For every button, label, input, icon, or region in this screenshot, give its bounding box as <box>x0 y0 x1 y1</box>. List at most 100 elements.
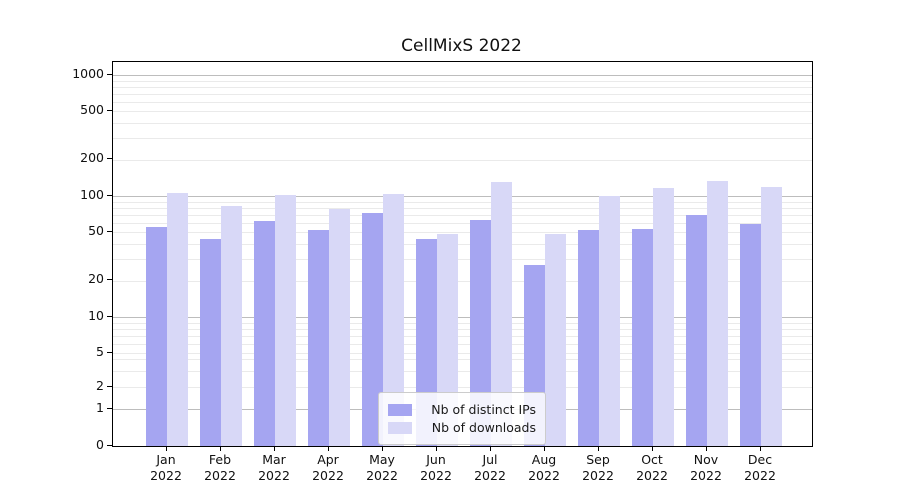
y-tick-mark <box>107 315 112 317</box>
x-tick-mark <box>597 446 599 451</box>
minor-gridline <box>113 387 812 388</box>
minor-gridline <box>113 80 812 82</box>
bar-distinct-ips-mar <box>254 221 275 446</box>
bar-distinct-ips-feb <box>200 239 221 446</box>
bar-downloads-aug <box>545 233 566 446</box>
bar-downloads-nov <box>707 181 728 446</box>
minor-gridline <box>113 138 812 140</box>
y-tick-label: 100 <box>80 186 104 202</box>
bar-downloads-may <box>383 194 404 446</box>
y-tick-mark <box>107 351 112 354</box>
y-tick-label: 1 <box>96 399 104 415</box>
minor-gridline <box>113 93 812 95</box>
bar-distinct-ips-dec <box>740 223 761 446</box>
legend-swatch-downloads <box>388 421 412 434</box>
x-tick-mark <box>705 446 707 451</box>
major-gridline <box>113 75 812 76</box>
minor-gridline <box>113 322 812 324</box>
x-tick-label-oct: Oct 2022 <box>636 452 668 483</box>
x-tick-label-dec: Dec 2022 <box>744 452 776 483</box>
legend: Nb of distinct IPs Nb of downloads <box>378 392 546 445</box>
x-tick-label-apr: Apr 2022 <box>312 452 344 483</box>
minor-gridline <box>113 343 812 345</box>
x-tick-mark <box>435 446 437 451</box>
y-tick-label: 2 <box>96 377 104 393</box>
major-gridline <box>113 196 812 197</box>
x-tick-label-jun: Jun 2022 <box>420 452 452 483</box>
legend-label: Nb of downloads <box>431 420 536 435</box>
x-tick-label-feb: Feb 2022 <box>204 452 236 483</box>
x-tick-label-jul: Jul 2022 <box>474 452 506 483</box>
x-tick-label-jan: Jan 2022 <box>150 452 182 483</box>
minor-gridline <box>113 222 812 224</box>
y-tick-mark <box>107 73 112 75</box>
y-tick-label: 0 <box>96 436 104 452</box>
bar-downloads-apr <box>329 209 350 446</box>
y-tick-label: 20 <box>88 271 104 287</box>
x-tick-label-mar: Mar 2022 <box>258 452 290 483</box>
major-gridline <box>113 317 812 318</box>
bar-distinct-ips-nov <box>686 214 707 446</box>
y-tick-mark <box>107 109 112 112</box>
minor-gridline <box>113 201 812 203</box>
x-tick-mark <box>219 446 221 451</box>
y-tick-label: 500 <box>80 101 104 117</box>
y-tick-label: 10 <box>88 307 104 323</box>
bar-downloads-feb <box>221 206 242 446</box>
bar-distinct-ips-apr <box>308 230 329 446</box>
x-tick-label-aug: Aug 2022 <box>528 452 560 483</box>
x-tick-label-nov: Nov 2022 <box>690 452 722 483</box>
minor-gridline <box>113 328 812 330</box>
chart-title: CellMixS 2022 <box>401 36 522 56</box>
minor-gridline <box>113 159 812 161</box>
bar-distinct-ips-sep <box>578 230 599 446</box>
legend-swatch-distinct-ips <box>388 403 412 416</box>
y-tick-mark <box>107 158 112 160</box>
legend-item-distinct-ips: Nb of distinct IPs <box>388 401 536 418</box>
bar-downloads-jan <box>167 193 188 446</box>
x-tick-mark <box>273 446 275 451</box>
minor-gridline <box>113 232 812 234</box>
x-tick-mark <box>489 446 491 451</box>
x-tick-label-may: May 2022 <box>366 452 398 483</box>
minor-gridline <box>113 207 812 209</box>
bar-downloads-dec <box>761 187 782 446</box>
minor-gridline <box>113 359 812 361</box>
minor-gridline <box>113 123 812 125</box>
bar-downloads-oct <box>653 187 674 446</box>
x-tick-label-sep: Sep 2022 <box>582 452 614 483</box>
bar-downloads-sep <box>599 195 620 446</box>
minor-gridline <box>113 214 812 216</box>
minor-gridline <box>113 86 812 88</box>
minor-gridline <box>113 244 812 246</box>
legend-item-downloads: Nb of downloads <box>388 419 536 436</box>
bar-downloads-jul <box>491 181 512 446</box>
bar-downloads-mar <box>275 195 296 446</box>
y-tick-mark <box>107 444 112 446</box>
x-tick-mark <box>759 446 761 451</box>
minor-gridline <box>113 101 812 103</box>
y-tick-mark <box>107 279 112 281</box>
bar-distinct-ips-may <box>362 212 383 446</box>
plot-area: Nb of distinct IPs Nb of downloads <box>112 61 813 447</box>
minor-gridline <box>113 259 812 261</box>
x-tick-mark <box>327 446 329 451</box>
x-tick-mark <box>165 446 167 451</box>
bar-distinct-ips-oct <box>632 229 653 446</box>
legend-label: Nb of distinct IPs <box>431 402 536 417</box>
y-tick-mark <box>107 407 112 409</box>
x-tick-mark <box>381 446 383 451</box>
minor-gridline <box>113 335 812 337</box>
minor-gridline <box>113 353 812 355</box>
y-tick-label: 50 <box>88 222 104 238</box>
y-tick-label: 200 <box>80 150 104 166</box>
x-tick-mark <box>651 446 653 451</box>
y-tick-label: 1000 <box>72 65 104 81</box>
y-tick-mark <box>107 385 112 387</box>
y-tick-label: 5 <box>96 343 104 359</box>
x-tick-mark <box>543 446 545 451</box>
minor-gridline <box>113 280 812 282</box>
minor-gridline <box>113 111 812 113</box>
y-tick-mark <box>107 230 112 233</box>
